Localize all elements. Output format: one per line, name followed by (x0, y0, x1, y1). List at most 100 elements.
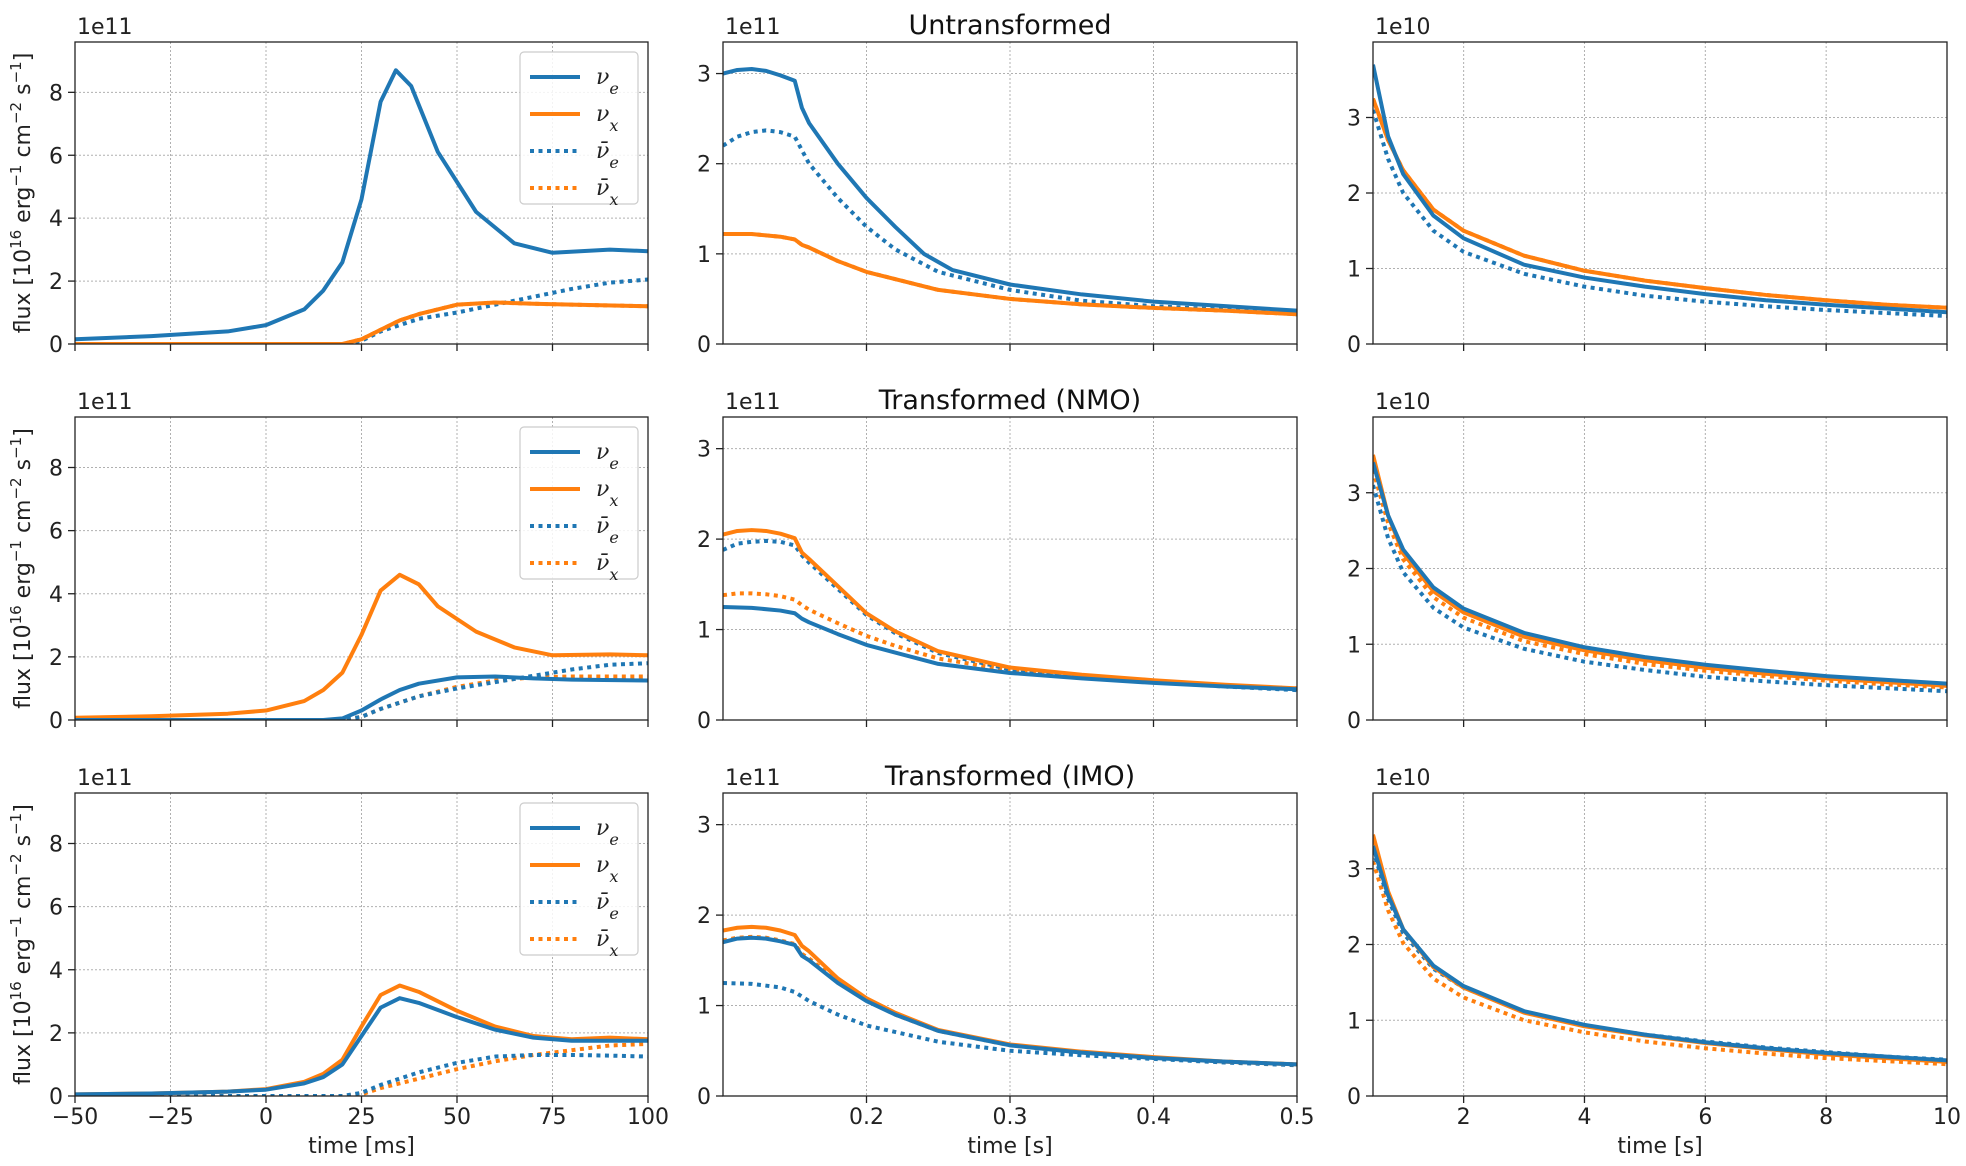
x-tick-label: 0.5 (1280, 1105, 1315, 1130)
y-tick-label: 3 (697, 814, 711, 839)
legend-entry-label: ν̄e (596, 890, 619, 923)
series-line-2 (723, 980, 1297, 1068)
y-exponent-label: 1e11 (77, 766, 133, 791)
y-axis-title: flux [1016 erg−1 cm−2 s−1] (7, 428, 36, 709)
legend-entry-label: νe (596, 816, 619, 849)
y-tick-label: 1 (697, 995, 711, 1020)
axes-frame (1372, 416, 1948, 721)
x-tick-label: 100 (627, 1105, 669, 1130)
series-line-0 (723, 67, 1297, 313)
series-group (723, 924, 1297, 1068)
y-axis-title: flux [1016 erg−1 cm−2 s−1] (7, 804, 36, 1085)
series-line-2 (1373, 849, 1947, 1062)
legend-entry-label: νx (596, 477, 618, 510)
panel-r0-c0: 0 2 4 6 8 1e11 flux [1016 erg−1 cm−2 s−1] νeνxν… (7, 15, 649, 358)
y-tick-label: 0 (49, 333, 63, 358)
legend: νe νx ν̄e ν̄x (519, 426, 639, 584)
x-tick-label: 10 (1933, 1105, 1961, 1130)
panel-r0-c2: 0 1 2 3 1e10 (1347, 15, 1948, 358)
y-tick-label: 2 (49, 270, 63, 295)
y-tick-label: 1 (697, 243, 711, 268)
series-line-2 (723, 128, 1297, 317)
y-tick-label: 0 (697, 709, 711, 734)
y-tick-label: 2 (697, 904, 711, 929)
y-tick-label: 2 (49, 646, 63, 671)
y-axis-title: flux [1016 erg−1 cm−2 s−1] (7, 53, 36, 334)
panel-r1-c2: 0 1 2 3 1e10 (1347, 390, 1948, 734)
series-group (1373, 834, 1947, 1067)
series-line-0 (1373, 461, 1947, 686)
y-tick-label: 1 (697, 619, 711, 644)
series-line-0 (75, 68, 648, 342)
panel-r2-c1: 0.2 0.3 0.4 0.5 0 1 2 3 1e11 Transformed (IMO) tim… (697, 761, 1315, 1159)
x-tick-label: 50 (443, 1105, 471, 1130)
x-tick-label: 0.4 (1136, 1105, 1171, 1130)
legend-entry-label: νx (596, 853, 618, 886)
panel-r2-c0: −50 −25 0 25 50 75 100 0 2 4 6 8 1e11 time [ms] flux [… (7, 766, 669, 1159)
panel-title: Transformed (IMO) (884, 761, 1135, 792)
panel-r2-c2: 2 4 6 8 10 0 1 2 3 1e10 time [s] (1347, 766, 1961, 1159)
legend-frame (519, 802, 639, 956)
y-exponent-label: 1e11 (77, 15, 133, 40)
y-tick-label: 6 (49, 144, 63, 169)
panel-r0-c1: 0 1 2 3 1e11 Untransformed (697, 10, 1298, 358)
series-line-1 (75, 572, 648, 720)
series-group (75, 983, 648, 1096)
y-tick-label: 3 (1347, 107, 1361, 132)
y-exponent-label: 1e11 (725, 766, 781, 791)
y-tick-label: 0 (697, 333, 711, 358)
y-tick-label: 2 (697, 528, 711, 553)
series-line-1 (723, 232, 1297, 317)
x-tick-label: 0.3 (993, 1105, 1028, 1130)
y-tick-label: 3 (697, 438, 711, 463)
series-line-0 (75, 996, 648, 1096)
y-exponent-label: 1e10 (1375, 766, 1431, 791)
series-line-1 (723, 528, 1297, 691)
y-tick-label: 0 (49, 1085, 63, 1110)
x-tick-label: 4 (1577, 1105, 1591, 1130)
legend-entry-label: ν̄x (596, 551, 618, 584)
y-tick-label: 6 (49, 520, 63, 545)
x-tick-label: 25 (348, 1105, 376, 1130)
y-tick-label: 4 (49, 959, 63, 984)
series-line-1 (1373, 834, 1947, 1064)
y-tick-label: 0 (1347, 709, 1361, 734)
x-tick-label: 0 (259, 1105, 273, 1130)
y-tick-label: 8 (49, 81, 63, 106)
y-tick-label: 2 (49, 1022, 63, 1047)
legend-entry-label: ν̄x (596, 927, 618, 960)
series-line-2 (1373, 484, 1947, 694)
y-exponent-label: 1e10 (1375, 390, 1431, 415)
series-line-3 (1373, 860, 1947, 1067)
y-tick-label: 3 (697, 63, 711, 88)
series-line-0 (723, 935, 1297, 1067)
y-tick-label: 2 (1347, 934, 1361, 959)
series-group (723, 528, 1297, 693)
y-tick-label: 1 (1347, 1009, 1361, 1034)
legend: νe νx ν̄e ν̄x (519, 51, 639, 209)
y-exponent-label: 1e11 (725, 390, 781, 415)
legend-entry-label: νe (596, 65, 619, 98)
series-group (1373, 64, 1947, 319)
y-tick-label: 0 (49, 709, 63, 734)
x-axis-title: time [ms] (308, 1134, 415, 1159)
x-tick-label: 75 (539, 1105, 567, 1130)
x-tick-label: 6 (1698, 1105, 1712, 1130)
y-tick-label: 4 (49, 583, 63, 608)
series-line-3 (75, 1041, 648, 1096)
y-exponent-label: 1e11 (725, 15, 781, 40)
y-tick-label: 8 (49, 457, 63, 482)
y-exponent-label: 1e10 (1375, 15, 1431, 40)
x-tick-label: −25 (147, 1105, 193, 1130)
legend-entry-label: ν̄x (596, 176, 618, 209)
y-tick-label: 2 (1347, 182, 1361, 207)
legend: νe νx ν̄e ν̄x (519, 802, 639, 960)
y-tick-label: 8 (49, 833, 63, 858)
y-tick-label: 2 (697, 153, 711, 178)
y-tick-label: 6 (49, 896, 63, 921)
legend-entry-label: ν̄e (596, 514, 619, 547)
x-axis-title: time [s] (967, 1134, 1052, 1159)
series-line-0 (75, 674, 648, 720)
y-tick-label: 4 (49, 207, 63, 232)
